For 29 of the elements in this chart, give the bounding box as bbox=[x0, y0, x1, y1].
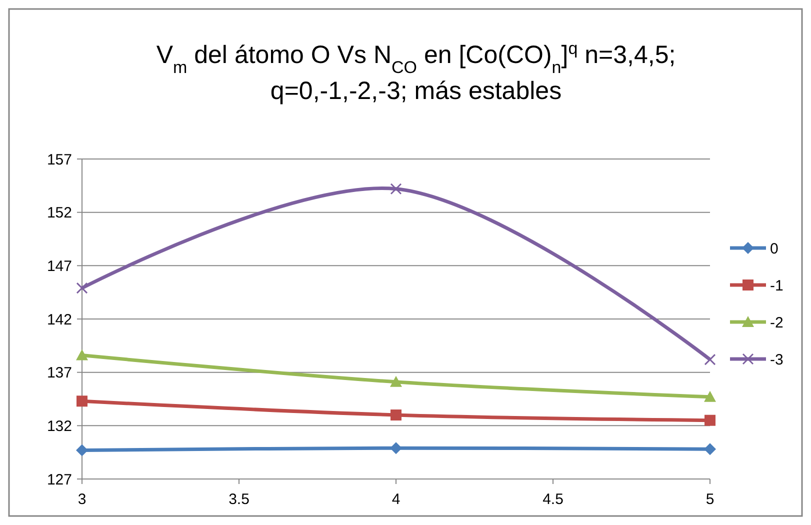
point bbox=[76, 444, 88, 456]
point bbox=[390, 376, 402, 387]
point bbox=[390, 442, 402, 454]
point bbox=[704, 390, 716, 402]
legend-label: 0 bbox=[770, 240, 778, 258]
x-tick-label: 4.5 bbox=[542, 491, 564, 508]
y-tick-label: 147 bbox=[46, 258, 72, 275]
x-tick-label: 4 bbox=[392, 491, 400, 508]
y-tick-label: 152 bbox=[46, 204, 72, 222]
x-tick-label: 5 bbox=[706, 491, 714, 508]
point bbox=[704, 414, 716, 426]
legend-label: -2 bbox=[770, 314, 784, 332]
legend-label: -3 bbox=[770, 351, 784, 368]
x-tick-label: 3.5 bbox=[228, 491, 250, 508]
y-tick-label: 142 bbox=[46, 311, 72, 328]
point bbox=[76, 282, 88, 294]
point bbox=[390, 410, 402, 420]
y-tick-label: 157 bbox=[46, 151, 72, 168]
y-tick-label: 137 bbox=[46, 364, 72, 382]
point bbox=[704, 354, 716, 366]
y-tick-label: 127 bbox=[46, 471, 72, 488]
chart-title: V$_{m}$ del átomo O Vs N$_{CO}$ en [Co(CO)$_{n}$]$^{q}$ n=3,4,5; q=0,-1,-2,-3; más estables bbox=[156, 38, 676, 105]
point bbox=[704, 443, 716, 456]
point bbox=[76, 396, 88, 407]
point bbox=[390, 183, 402, 195]
point bbox=[76, 349, 88, 360]
legend-label: -1 bbox=[770, 277, 784, 294]
x-tick-label: 3 bbox=[78, 491, 86, 508]
y-tick-label: 132 bbox=[46, 418, 72, 435]
